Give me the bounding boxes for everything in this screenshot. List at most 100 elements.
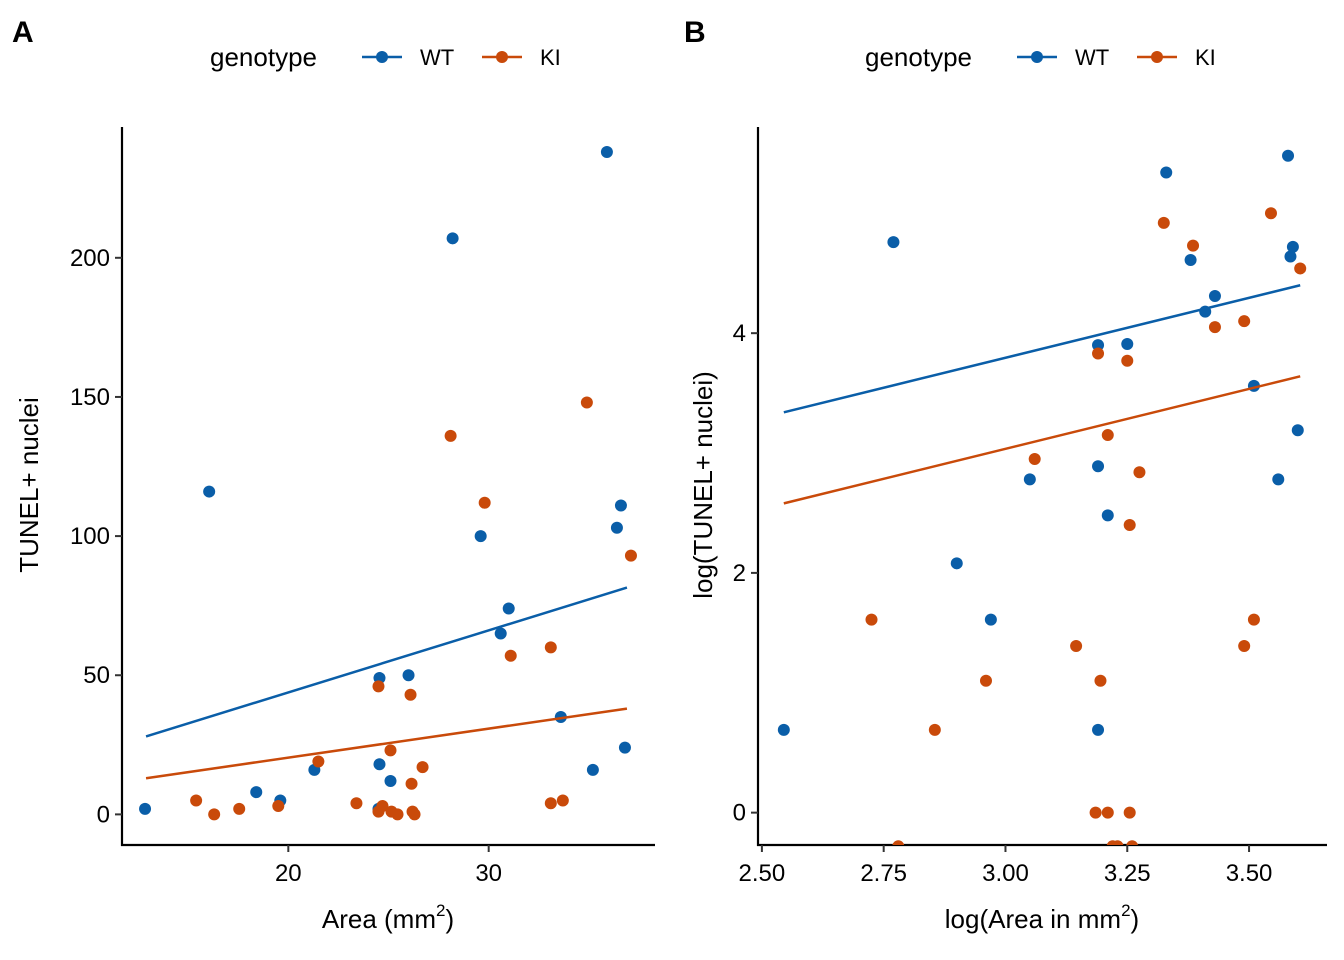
point-ki [416, 761, 429, 774]
point-wt [1092, 460, 1105, 473]
point-wt [1092, 723, 1105, 736]
y-tick-label-a: 150 [70, 384, 110, 411]
point-ki [544, 797, 557, 810]
fit-line-wt-a [145, 586, 628, 738]
point-ki [1238, 640, 1251, 653]
y-tick-label-b: 4 [733, 320, 746, 347]
x-axis-title-a-sup: 2 [436, 901, 445, 920]
x-axis-title-b-main: log(Area in mm [945, 904, 1121, 934]
x-axis-title-a-main: Area (mm [322, 904, 436, 934]
plot-area-a: 0 50 100 150 200 20 30 [70, 127, 655, 887]
y-tick-label-a: 50 [83, 662, 110, 689]
point-wt [1092, 339, 1105, 352]
point-ki [1264, 207, 1277, 220]
legend-b-label-wt: WT [1075, 45, 1109, 70]
point-ki [1208, 321, 1221, 334]
point-wt [950, 557, 963, 570]
point-ki [1238, 315, 1251, 328]
panel-a: A genotype WT KI 0 50 100 150 200 20 30 Area (… [12, 16, 655, 934]
y-tick-label-b: 2 [733, 560, 746, 587]
x-axis-title-b-sup: 2 [1121, 901, 1130, 920]
point-ki [444, 429, 457, 442]
legend-b-label-ki: KI [1195, 45, 1216, 70]
point-ki [979, 674, 992, 687]
y-tick-label-b: 0 [733, 800, 746, 827]
x-axis-title-b-end: ) [1131, 904, 1140, 934]
point-ki [544, 641, 557, 654]
panel-b: B genotype WT KI 0 2 4 2.50 2.75 3.00 3.25 3.50… [684, 16, 1327, 934]
point-ki [1294, 262, 1307, 275]
series-wt-b [777, 149, 1304, 736]
point-ki [190, 794, 203, 807]
legend-a: genotype WT KI [210, 42, 561, 72]
point-ki [556, 794, 569, 807]
point-ki [1111, 840, 1124, 845]
point-wt [446, 232, 459, 245]
point-ki [580, 396, 593, 409]
point-ki [350, 797, 363, 810]
fit-line-ki-a [145, 707, 628, 780]
point-wt [250, 786, 263, 799]
point-ki [376, 800, 389, 813]
point-ki [1247, 613, 1260, 626]
y-axis-title-b: log(TUNEL+ nuclei) [688, 371, 718, 599]
point-wt [502, 602, 515, 615]
x-tick-label-b: 2.50 [739, 860, 786, 887]
point-wt [402, 669, 415, 682]
point-ki [478, 496, 491, 509]
point-wt [1121, 337, 1134, 350]
point-wt [494, 627, 507, 640]
legend-a-label-ki: KI [540, 45, 561, 70]
legend-b-key-wt: WT [1017, 45, 1109, 70]
point-wt [610, 521, 623, 534]
point-wt [1284, 250, 1297, 263]
panel-b-tag: B [684, 16, 706, 49]
point-ki [504, 649, 517, 662]
point-ki [208, 808, 221, 821]
point-wt [373, 758, 386, 771]
point-ki [1089, 806, 1102, 819]
x-tick-label-b: 3.25 [1104, 860, 1151, 887]
point-ki [408, 808, 421, 821]
point-wt [887, 236, 900, 249]
point-ki [865, 613, 878, 626]
plot-area-b: 0 2 4 2.50 2.75 3.00 3.25 3.50 [733, 127, 1327, 887]
point-ki [1123, 806, 1136, 819]
x-tick-label-b: 3.50 [1226, 860, 1273, 887]
legend-a-key-wt: WT [362, 45, 454, 70]
legend-b-title: genotype [865, 42, 972, 72]
point-ki [1028, 453, 1041, 466]
x-axis-title-a-end: ) [445, 904, 454, 934]
y-axis-title-a: TUNEL+ nuclei [14, 397, 44, 573]
point-ki [1101, 429, 1114, 442]
point-ki [1157, 216, 1170, 229]
point-wt [1291, 424, 1304, 437]
x-tick-label-a: 20 [275, 860, 302, 887]
point-wt [1208, 290, 1221, 303]
legend-a-dot-wt [376, 51, 388, 63]
x-axis-title-b: log(Area in mm2) [945, 901, 1139, 934]
point-wt [1282, 149, 1295, 162]
point-wt [600, 146, 613, 159]
point-ki [372, 680, 385, 693]
fit-line-wt-b [783, 284, 1301, 414]
point-wt [1023, 473, 1036, 486]
fit-line-ki-b [783, 375, 1301, 505]
point-ki [1094, 674, 1107, 687]
point-wt [203, 485, 216, 498]
point-ki [233, 802, 246, 815]
x-tick-label-a: 30 [475, 860, 502, 887]
y-tick-label-a: 100 [70, 523, 110, 550]
point-wt [1286, 240, 1299, 253]
legend-b: genotype WT KI [865, 42, 1216, 72]
point-ki [1126, 840, 1139, 845]
point-wt [1272, 473, 1285, 486]
legend-a-dot-ki [496, 51, 508, 63]
point-wt [586, 763, 599, 776]
point-ki [1133, 466, 1146, 479]
series-ki-a [190, 396, 637, 821]
point-ki [312, 755, 325, 768]
point-wt [1160, 166, 1173, 179]
point-wt [777, 723, 790, 736]
